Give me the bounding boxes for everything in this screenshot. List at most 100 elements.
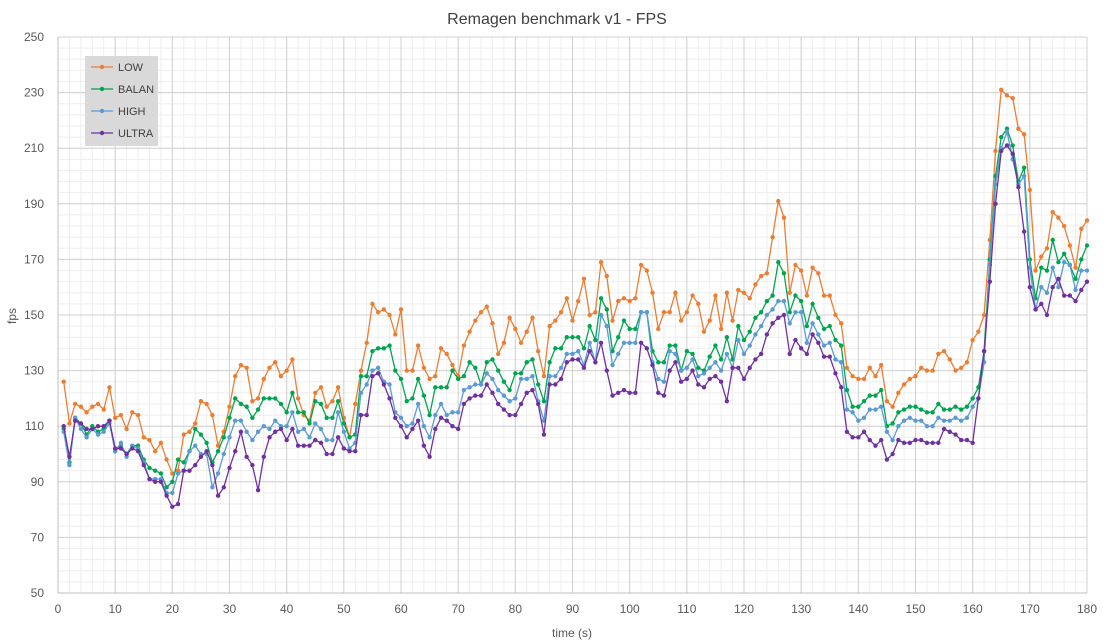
data-point-low	[810, 265, 815, 270]
data-point-ultra	[72, 418, 78, 423]
data-point-balan	[770, 293, 775, 298]
data-point-high	[564, 351, 569, 357]
data-point-low	[95, 401, 101, 407]
data-point-ultra	[255, 487, 261, 493]
data-point-balan	[879, 387, 884, 393]
legend-label: HIGH	[118, 106, 146, 118]
data-point-ultra	[370, 373, 375, 379]
data-point-high	[724, 351, 730, 357]
data-point-high	[558, 365, 564, 371]
data-point-ultra	[490, 390, 495, 396]
data-point-balan	[513, 371, 518, 376]
data-point-balan	[690, 351, 695, 357]
legend-box	[85, 56, 158, 146]
data-point-high	[421, 424, 427, 429]
data-point-ultra	[193, 462, 198, 468]
data-point-balan	[347, 435, 352, 440]
data-point-low	[850, 373, 855, 379]
data-point-high	[673, 351, 678, 357]
data-point-high	[959, 418, 964, 423]
data-point-high	[553, 373, 558, 379]
data-point-ultra	[627, 390, 632, 396]
data-point-high	[638, 310, 644, 315]
data-point-high	[101, 429, 106, 434]
data-point-low	[856, 376, 861, 382]
data-point-high	[295, 429, 301, 434]
data-point-balan	[776, 259, 781, 265]
data-point-ultra	[798, 346, 804, 351]
data-point-ultra	[741, 376, 747, 382]
data-point-balan	[250, 415, 255, 421]
data-point-low	[593, 310, 598, 315]
data-point-ultra	[581, 365, 587, 371]
data-point-high	[341, 429, 347, 434]
data-point-balan	[387, 343, 392, 348]
data-point-ultra	[175, 501, 181, 507]
data-point-high	[764, 312, 770, 318]
data-point-high	[1021, 173, 1027, 179]
data-point-ultra	[707, 376, 712, 382]
data-point-high	[335, 410, 341, 415]
data-point-ultra	[536, 401, 541, 407]
data-point-ultra	[518, 401, 524, 407]
data-point-low	[558, 310, 564, 315]
data-point-ultra	[444, 418, 449, 423]
data-point-high	[255, 429, 261, 434]
data-point-low	[587, 312, 592, 318]
data-point-high	[375, 365, 381, 371]
data-point-ultra	[473, 393, 478, 398]
data-point-ultra	[170, 504, 175, 510]
data-point-balan	[335, 398, 341, 404]
data-point-low	[913, 373, 918, 379]
data-point-ultra	[747, 365, 752, 371]
data-point-low	[330, 398, 335, 404]
data-point-balan	[193, 426, 198, 432]
data-point-low	[524, 329, 529, 334]
data-point-low	[707, 318, 712, 323]
data-point-high	[827, 340, 832, 345]
data-point-high	[221, 451, 226, 457]
data-point-balan	[433, 385, 438, 390]
data-point-high	[1067, 262, 1073, 268]
data-point-low	[204, 401, 209, 407]
data-point-low	[1021, 132, 1027, 137]
data-point-balan	[804, 323, 810, 329]
data-point-ultra	[273, 429, 278, 434]
data-point-low	[747, 296, 752, 301]
data-point-ultra	[936, 440, 941, 446]
data-point-low	[187, 429, 192, 434]
data-point-high	[1004, 129, 1010, 134]
data-point-balan	[553, 346, 558, 351]
series-low	[61, 87, 1090, 476]
data-point-balan	[170, 479, 175, 484]
data-point-ultra	[821, 354, 827, 359]
data-point-ultra	[467, 396, 472, 401]
data-point-high	[873, 407, 878, 412]
data-point-balan	[941, 407, 947, 412]
data-point-ultra	[455, 426, 461, 432]
data-point-high	[284, 424, 289, 429]
data-point-high	[587, 340, 592, 345]
data-point-low	[964, 360, 970, 365]
data-point-balan	[576, 335, 581, 340]
data-point-low	[690, 293, 695, 298]
data-point-high	[833, 357, 838, 362]
series-layer	[61, 87, 1090, 510]
data-point-balan	[313, 398, 318, 404]
data-point-low	[478, 310, 484, 315]
data-point-balan	[850, 404, 855, 409]
legend-swatch-marker	[99, 64, 105, 70]
data-point-low	[861, 376, 867, 382]
data-point-low	[170, 471, 175, 476]
data-point-ultra	[976, 396, 981, 401]
data-point-ultra	[524, 390, 529, 396]
data-point-ultra	[118, 446, 124, 451]
data-point-high	[518, 376, 524, 382]
data-point-ultra	[404, 435, 409, 440]
data-point-low	[867, 365, 872, 371]
data-point-balan	[221, 435, 226, 440]
data-point-high	[404, 424, 409, 429]
data-point-low	[353, 401, 358, 407]
data-point-low	[295, 396, 301, 401]
data-point-ultra	[301, 443, 307, 448]
